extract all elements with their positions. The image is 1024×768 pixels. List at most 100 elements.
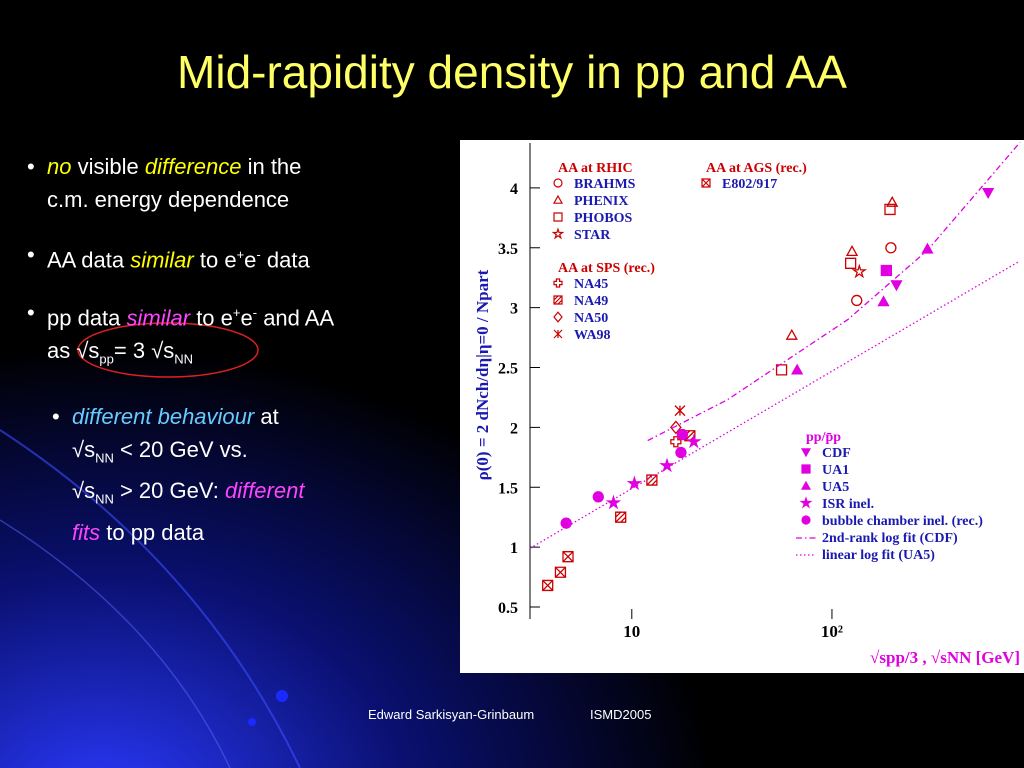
x-tick-label: 10² (821, 622, 843, 641)
text-run: different (224, 478, 305, 504)
legend-label: E802/917 (722, 177, 777, 192)
text-run: + (232, 305, 241, 320)
legend-label: BRAHMS (574, 177, 636, 192)
y-tick-label: 0.5 (498, 600, 518, 617)
data-point (670, 420, 682, 435)
legend-label: NA45 (574, 277, 608, 292)
text-run: in the (241, 154, 302, 179)
legend-label: STAR (574, 228, 611, 243)
data-point (615, 511, 627, 523)
legend-marker (801, 464, 811, 474)
x-axis-label: √spp/3 , √sNN [GeV] (870, 648, 1020, 667)
data-point (605, 494, 622, 510)
data-point (670, 436, 682, 448)
legend-marker (553, 295, 563, 305)
text-run: √s (72, 478, 96, 504)
text-run: as √s (47, 338, 100, 364)
text-run: - (256, 247, 261, 262)
legend-marker (800, 448, 812, 458)
legend-label: WA98 (574, 328, 611, 343)
bullet-line: different behaviour at (72, 400, 304, 433)
data-point (885, 242, 897, 254)
data-point (880, 264, 893, 277)
data-point (659, 457, 675, 473)
bullet-line: √sNN > 20 GeV: different (72, 474, 304, 515)
data-point (562, 551, 574, 563)
legend-label: 2nd-rank log fit (CDF) (822, 531, 958, 546)
text-run: pp data (47, 305, 127, 331)
text-run: pp (99, 351, 114, 367)
legend-group-title: pp/p̄p (806, 430, 841, 445)
text-run: e (244, 247, 257, 273)
text-run: - (252, 305, 258, 320)
data-point (674, 405, 686, 417)
text-run: + (236, 247, 245, 262)
legend-label: UA5 (822, 480, 849, 495)
data-point (921, 242, 934, 254)
legend-marker (701, 178, 711, 188)
data-point (982, 188, 995, 200)
bullet-line: fits to pp data (72, 516, 304, 549)
bullet: no visible difference in the c.m. energy … (27, 150, 301, 216)
legend-label: PHENIX (574, 194, 628, 209)
bullet-line: pp data similar to e+e- and AA (47, 296, 334, 334)
legend-marker (801, 515, 811, 525)
data-point (791, 363, 804, 375)
legend-group-title: AA at AGS (rec.) (706, 161, 807, 176)
bullet: different behaviour at√sNN < 20 GeV vs.√… (52, 400, 304, 549)
legend-marker (553, 212, 563, 222)
text-run: to pp data (100, 519, 205, 545)
bullet-line: as √spp= 3 √sNN (47, 334, 334, 375)
x-tick-label: 10 (623, 622, 640, 641)
data-point (686, 433, 702, 449)
bullet-line: no visible difference in the (47, 150, 301, 183)
text-run: similar (126, 305, 191, 331)
legend-group-title: AA at SPS (rec.) (558, 261, 655, 276)
legend-label: ISR inel. (822, 497, 874, 512)
text-run: c.m. energy dependence (47, 187, 290, 212)
data-point (845, 245, 859, 257)
text-run: > 20 GeV: (113, 478, 225, 504)
legend-label: linear log fit (UA5) (822, 548, 935, 563)
data-point (884, 203, 896, 216)
text-run: data (260, 247, 310, 273)
legend-marker (800, 480, 812, 490)
data-point (554, 566, 567, 578)
data-point (877, 295, 890, 307)
text-run: and AA (257, 305, 335, 331)
legend-marker (553, 311, 563, 323)
data-point (785, 328, 798, 340)
text-run: difference (144, 154, 242, 179)
legend-marker (553, 329, 563, 339)
footer-author: Edward Sarkisyan-Grinbaum (368, 707, 535, 722)
legend-marker (551, 227, 565, 240)
legend-label: NA50 (574, 311, 608, 326)
text-run: at (254, 404, 279, 429)
slide-title: Mid-rapidity density in pp and AA (177, 46, 847, 98)
data-point (592, 491, 604, 503)
text-run: NN (95, 450, 114, 466)
legend-marker (553, 278, 563, 288)
text-run: fits (72, 519, 101, 545)
legend-label: UA1 (822, 463, 849, 478)
y-axis-label: ρ(0) = 2 dNch/dη|η=0 / Npart (473, 269, 492, 480)
text-run: < 20 GeV vs. (113, 437, 248, 462)
bullet-line: c.m. energy dependence (47, 183, 301, 216)
bullet-line: AA data similar to e+e- data (47, 238, 310, 276)
y-tick-label: 2.5 (498, 361, 518, 378)
data-point (886, 195, 899, 207)
data-point (542, 579, 554, 592)
y-tick-label: 3.5 (498, 241, 518, 258)
fit-line (647, 141, 1021, 442)
legend-label: PHOBOS (574, 211, 633, 226)
data-point (775, 364, 788, 376)
text-run: √s (72, 437, 96, 462)
text-run: AA data (47, 247, 131, 273)
y-tick-label: 2 (510, 420, 518, 437)
legend-label: NA49 (574, 294, 608, 309)
fit-line (529, 260, 1021, 549)
text-run: to e (193, 247, 237, 273)
